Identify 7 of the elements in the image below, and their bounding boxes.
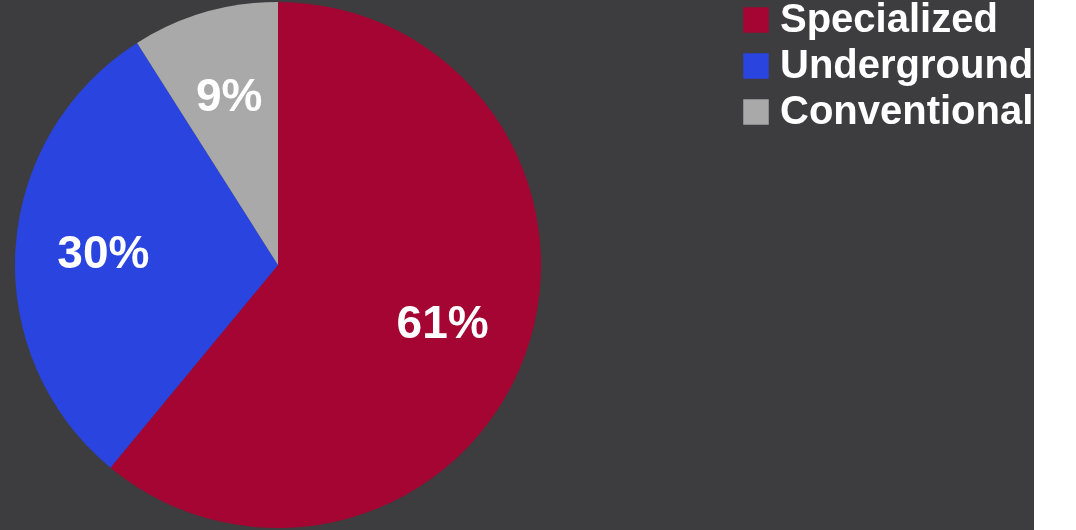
pie-slice — [15, 42, 278, 468]
legend-label: Underground — [780, 42, 1034, 86]
legend-label: Specialized — [780, 0, 998, 40]
data-label: 30% — [57, 226, 150, 279]
legend-label: Conventional — [780, 88, 1034, 132]
data-label: 9% — [195, 68, 263, 121]
data-label: 61% — [396, 296, 489, 349]
